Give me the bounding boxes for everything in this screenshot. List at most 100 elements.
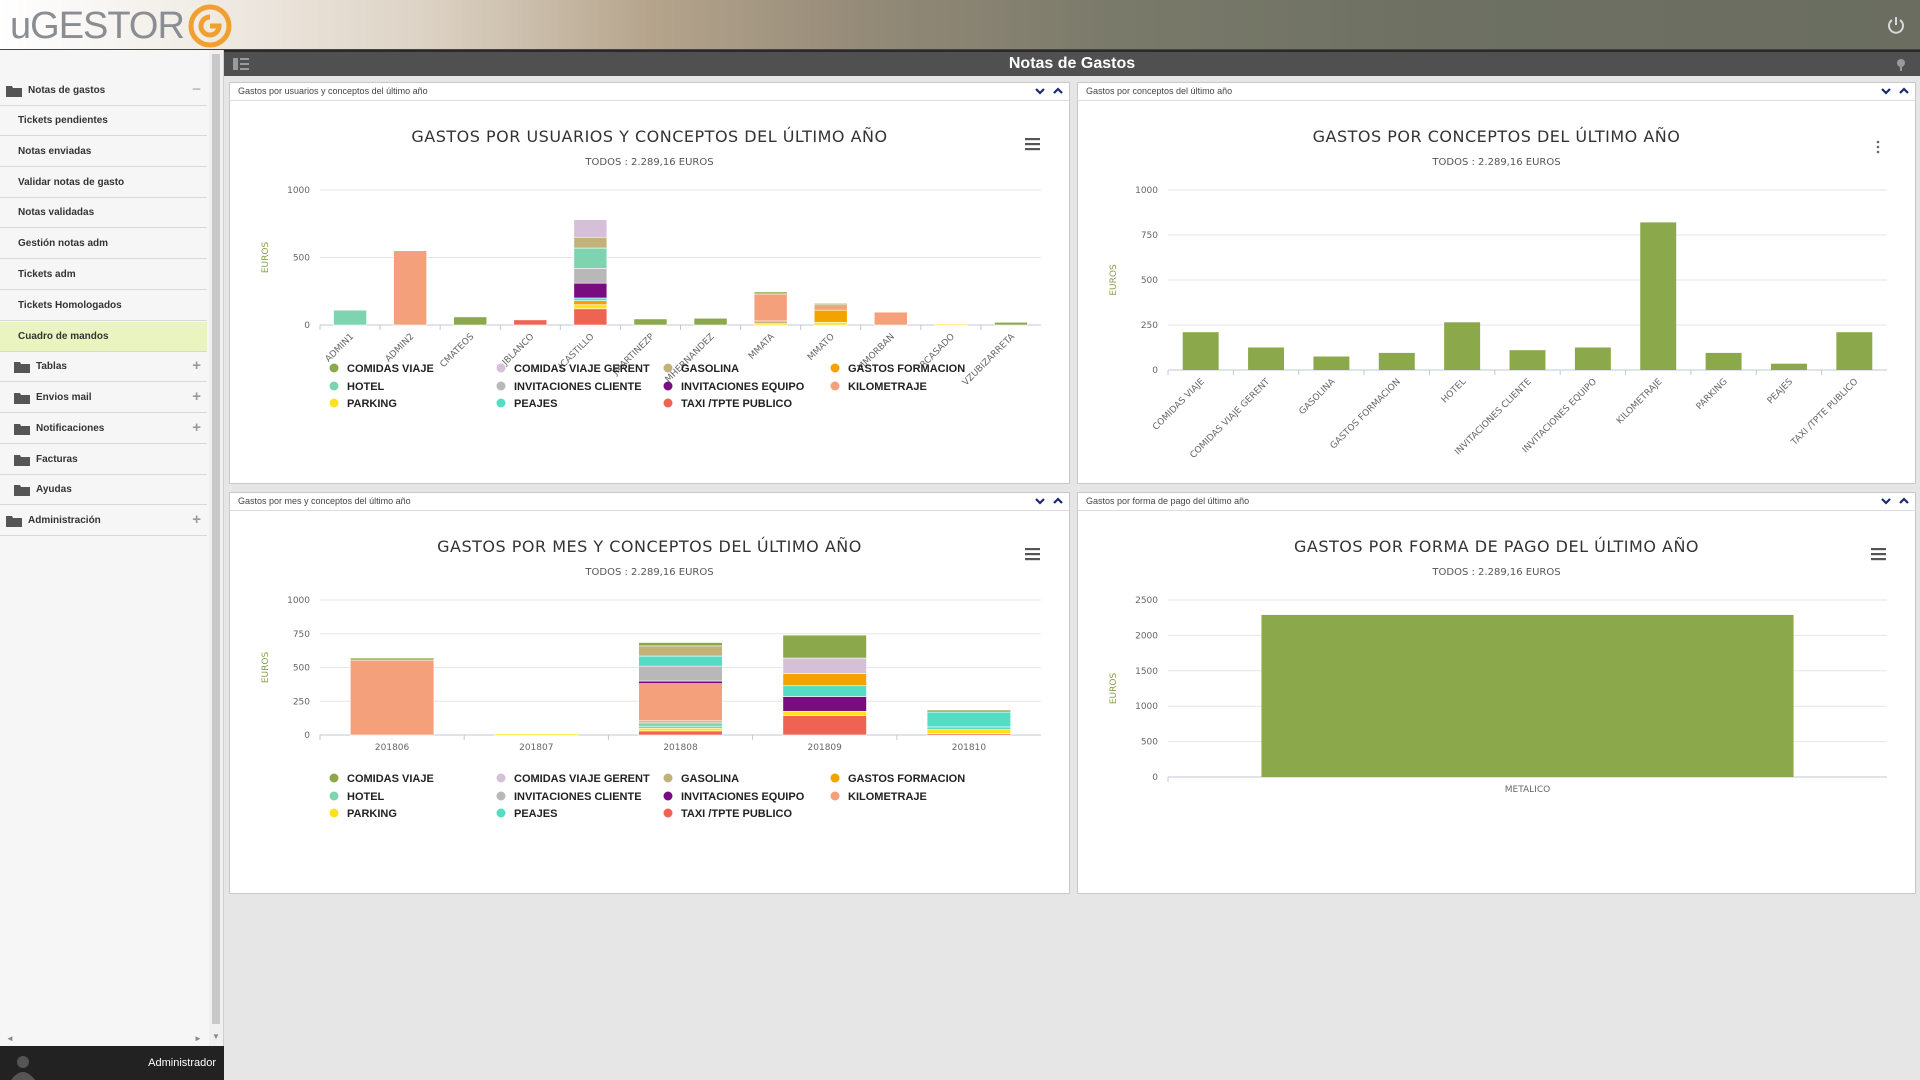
bar-segment-peajes[interactable] xyxy=(638,655,723,667)
chart-menu-icon[interactable] xyxy=(1025,548,1040,561)
bar-parking[interactable] xyxy=(1705,352,1742,370)
bar-segment-comidas-viaje[interactable] xyxy=(813,303,848,306)
sidebar-item-tickets-pendientes[interactable]: Tickets pendientes xyxy=(0,106,207,136)
sidebar-item-notas-enviadas[interactable]: Notas enviadas xyxy=(0,137,207,167)
bar-segment-taxi-tpte-publico[interactable] xyxy=(573,308,608,326)
bar-segment-gasolina[interactable] xyxy=(573,236,608,249)
bar-segment-gastos-formacion[interactable] xyxy=(573,300,608,306)
sidebar-item-facturas[interactable]: Facturas xyxy=(0,445,207,475)
sidebar-item-tickets-homologados[interactable]: Tickets Homologados xyxy=(0,291,207,321)
legend-item-kilometraje[interactable]: KILOMETRAJE xyxy=(830,381,927,393)
sidebar-item-tickets-adm[interactable]: Tickets adm xyxy=(0,260,207,290)
legend-item-gastos-formacion[interactable]: GASTOS FORMACION xyxy=(830,773,966,785)
sidebar-item-administraci-n[interactable]: Administración + xyxy=(0,506,207,536)
bar-segment-peajes[interactable] xyxy=(926,711,1012,728)
bar-segment-invitaciones-cliente[interactable] xyxy=(638,665,723,682)
bar-segment-comidas-viaje[interactable] xyxy=(633,318,668,326)
expand-chevron-icon[interactable] xyxy=(1897,494,1911,508)
legend-item-invitaciones-equipo[interactable]: INVITACIONES EQUIPO xyxy=(663,791,805,803)
bar-segment-gasolina[interactable] xyxy=(753,320,788,324)
bar-segment-parking[interactable] xyxy=(934,323,968,326)
scroll-down-icon[interactable]: ▼ xyxy=(212,1032,220,1041)
legend-item-kilometraje[interactable]: KILOMETRAJE xyxy=(830,791,927,803)
bar-segment-taxi-tpte-publico[interactable] xyxy=(782,715,867,736)
legend-item-parking[interactable]: PARKING xyxy=(329,398,397,410)
bar-kilometraje[interactable] xyxy=(1640,222,1677,370)
bar-segment-invitaciones-equipo[interactable] xyxy=(573,282,608,299)
legend-item-gastos-formacion[interactable]: GASTOS FORMACION xyxy=(830,363,966,375)
bar-taxi-tpte-publico[interactable] xyxy=(1836,332,1873,370)
sidebar-item-notificaciones[interactable]: Notificaciones + xyxy=(0,414,207,444)
legend-item-taxi-tpte-publico[interactable]: TAXI /TPTE PUBLICO xyxy=(663,398,793,410)
bar-segment-gastos-formacion[interactable] xyxy=(782,673,867,687)
collapse-chevron-icon[interactable] xyxy=(1033,84,1047,98)
chart-menu-icon[interactable] xyxy=(1025,138,1040,151)
collapse-chevron-icon[interactable] xyxy=(1033,494,1047,508)
chart-menu-icon[interactable] xyxy=(1871,548,1886,561)
expand-icon[interactable]: + xyxy=(192,419,201,436)
sidebar-item-notas-validadas[interactable]: Notas validadas xyxy=(0,198,207,228)
user-bar[interactable]: Administrador xyxy=(0,1046,224,1080)
bar-metalico[interactable] xyxy=(1261,614,1794,777)
bar-peajes[interactable] xyxy=(1770,363,1807,370)
legend-item-comidas-viaje[interactable]: COMIDAS VIAJE xyxy=(329,363,434,375)
more-options-icon[interactable] xyxy=(1876,140,1880,154)
sidebar-item-cuadro-de-mandos[interactable]: Cuadro de mandos xyxy=(0,322,207,352)
legend-item-peajes[interactable]: PEAJES xyxy=(496,398,558,410)
bar-segment-gastos-formacion[interactable] xyxy=(813,309,848,323)
bar-segment-comidas-viaje[interactable] xyxy=(782,634,867,659)
bar-segment-peajes[interactable] xyxy=(926,726,1012,730)
power-icon[interactable] xyxy=(1886,15,1906,35)
bar-gastos-formacion[interactable] xyxy=(1378,352,1415,370)
bar-segment-taxi-tpte-publico[interactable] xyxy=(638,730,723,736)
bar-segment-gasolina[interactable] xyxy=(638,645,723,657)
legend-item-comidas-viaje-gerent[interactable]: COMIDAS VIAJE GERENT xyxy=(496,363,650,375)
bar-segment-parking[interactable] xyxy=(638,727,723,732)
bar-segment-kilometraje[interactable] xyxy=(753,293,788,322)
bar-segment-kilometraje[interactable] xyxy=(393,250,427,326)
bar-segment-parking[interactable] xyxy=(926,729,1012,734)
sidebar-hscrollbar[interactable]: ◄ ► xyxy=(0,1032,210,1046)
sidebar-item-notas-de-gastos[interactable]: Notas de gastos − xyxy=(0,76,207,106)
bar-segment-comidas-viaje[interactable] xyxy=(753,291,788,295)
bar-segment-taxi-tpte-publico[interactable] xyxy=(513,319,548,326)
bar-segment-hotel[interactable] xyxy=(333,309,367,326)
sidebar-item-validar-notas-de-gasto[interactable]: Validar notas de gasto xyxy=(0,168,207,198)
collapse-chevron-icon[interactable] xyxy=(1879,84,1893,98)
legend-item-peajes[interactable]: PEAJES xyxy=(496,808,558,820)
bar-invitaciones-cliente[interactable] xyxy=(1509,350,1546,370)
pin-icon[interactable] xyxy=(1894,57,1908,71)
legend-item-invitaciones-equipo[interactable]: INVITACIONES EQUIPO xyxy=(663,381,805,393)
bar-segment-parking[interactable] xyxy=(494,733,579,736)
legend-item-invitaciones-cliente[interactable]: INVITACIONES CLIENTE xyxy=(496,381,642,393)
bar-segment-peajes[interactable] xyxy=(638,725,723,729)
sidebar-item-envios-mail[interactable]: Envios mail + xyxy=(0,383,207,413)
scroll-left-icon[interactable]: ◄ xyxy=(6,1034,14,1043)
sidebar-item-tablas[interactable]: Tablas + xyxy=(0,352,207,382)
legend-item-hotel[interactable]: HOTEL xyxy=(329,791,385,803)
toggle-sidebar-icon[interactable] xyxy=(232,56,250,72)
bar-segment-gasolina[interactable] xyxy=(638,720,723,724)
bar-segment-comidas-viaje[interactable] xyxy=(638,642,723,647)
legend-item-hotel[interactable]: HOTEL xyxy=(329,381,385,393)
bar-segment-parking[interactable] xyxy=(782,711,867,716)
bar-segment-peajes[interactable] xyxy=(573,297,608,301)
bar-segment-kilometraje[interactable] xyxy=(813,304,848,311)
bar-segment-peajes[interactable] xyxy=(782,685,867,697)
expand-chevron-icon[interactable] xyxy=(1051,494,1065,508)
bar-segment-comidas-viaje-gerent[interactable] xyxy=(782,657,867,674)
sidebar-item-ayudas[interactable]: Ayudas xyxy=(0,475,207,505)
sidebar-item-gesti-n-notas-adm[interactable]: Gestión notas adm xyxy=(0,229,207,259)
legend-item-parking[interactable]: PARKING xyxy=(329,808,397,820)
bar-segment-comidas-viaje[interactable] xyxy=(693,317,728,326)
expand-icon[interactable]: + xyxy=(192,388,201,405)
bar-segment-comidas-viaje[interactable] xyxy=(453,316,488,326)
bar-segment-invitaciones-equipo[interactable] xyxy=(782,696,867,712)
expand-icon[interactable]: + xyxy=(192,357,201,374)
expand-chevron-icon[interactable] xyxy=(1897,84,1911,98)
bar-segment-parking[interactable] xyxy=(813,322,848,326)
bar-comidas-viaje-gerent[interactable] xyxy=(1248,347,1285,371)
expand-icon[interactable]: + xyxy=(192,511,201,528)
bar-gasolina[interactable] xyxy=(1313,356,1350,371)
legend-item-comidas-viaje-gerent[interactable]: COMIDAS VIAJE GERENT xyxy=(496,773,650,785)
